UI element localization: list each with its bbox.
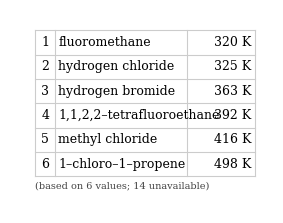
- Text: hydrogen chloride: hydrogen chloride: [58, 60, 175, 73]
- Text: 1–chloro–1–propene: 1–chloro–1–propene: [58, 158, 186, 171]
- Text: 392 K: 392 K: [214, 109, 251, 122]
- Text: 3: 3: [41, 85, 49, 98]
- Text: 4: 4: [41, 109, 49, 122]
- Text: 5: 5: [41, 133, 49, 147]
- Text: 1: 1: [41, 36, 49, 49]
- Text: 2: 2: [41, 60, 49, 73]
- Text: fluoromethane: fluoromethane: [58, 36, 151, 49]
- Text: hydrogen bromide: hydrogen bromide: [58, 85, 175, 98]
- Text: (based on 6 values; 14 unavailable): (based on 6 values; 14 unavailable): [35, 182, 210, 191]
- Text: 363 K: 363 K: [214, 85, 251, 98]
- Text: 325 K: 325 K: [214, 60, 251, 73]
- Text: 416 K: 416 K: [214, 133, 251, 147]
- Text: 1,1,2,2–tetrafluoroethane: 1,1,2,2–tetrafluoroethane: [58, 109, 220, 122]
- Text: methyl chloride: methyl chloride: [58, 133, 158, 147]
- Text: 6: 6: [41, 158, 49, 171]
- Text: 498 K: 498 K: [214, 158, 251, 171]
- Text: 320 K: 320 K: [214, 36, 251, 49]
